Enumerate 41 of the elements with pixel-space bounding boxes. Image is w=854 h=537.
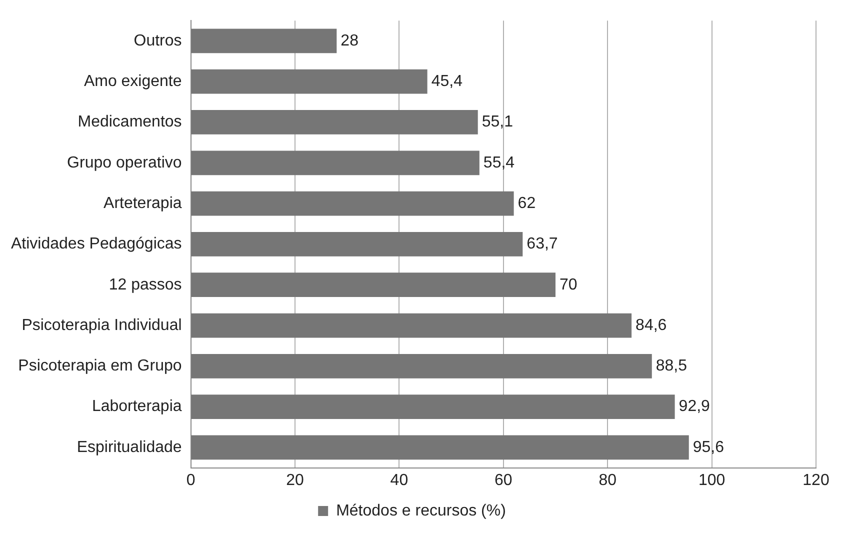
x-tick-label: 120 [802, 472, 830, 489]
x-tick-label: 80 [598, 472, 617, 489]
data-label: 70 [559, 276, 578, 294]
data-label: 88,5 [656, 358, 688, 375]
data-label: 92,9 [678, 398, 710, 416]
bar [191, 110, 478, 134]
bar [191, 313, 632, 338]
y-tick-label: Medicamentos [78, 114, 182, 131]
bar [191, 232, 523, 256]
y-tick-label: Amo exigente [84, 72, 182, 90]
data-label: 28 [340, 32, 359, 50]
data-label: 95,6 [692, 438, 724, 456]
x-tick-label: 100 [698, 472, 726, 489]
bar [191, 191, 514, 216]
y-tick-label: Laborterapia [92, 398, 182, 416]
data-label: 55,4 [483, 154, 515, 172]
x-tick-label: 20 [286, 472, 304, 489]
data-label: 84,6 [636, 316, 667, 334]
x-tick-label: 60 [494, 472, 512, 489]
bar [191, 435, 689, 460]
legend-label: Métodos e recursos (%) [336, 502, 506, 520]
x-tick-label: 40 [390, 472, 408, 489]
data-label: 62 [518, 194, 536, 212]
y-tick-label: Grupo operativo [67, 154, 182, 172]
bar [191, 150, 480, 176]
data-label: 63,7 [526, 236, 558, 253]
y-tick-label: Arteterapia [104, 194, 182, 212]
x-tick-label: 0 [186, 472, 196, 489]
bar [191, 394, 675, 420]
y-tick-label: Espiritualidade [76, 438, 182, 456]
y-tick-label: 12 passos [108, 276, 182, 294]
y-tick-label: Psicoterapia Individual [22, 316, 182, 334]
bar [191, 272, 556, 298]
bar [191, 28, 337, 54]
bar [191, 69, 428, 94]
y-tick-label: Atividades Pedagógicas [11, 236, 182, 253]
y-tick-label: Psicoterapia em Grupo [18, 358, 182, 375]
y-tick-label: Outros [134, 32, 182, 50]
data-label: 55,1 [482, 114, 514, 131]
bar [191, 354, 652, 378]
data-label: 45,4 [431, 72, 463, 90]
